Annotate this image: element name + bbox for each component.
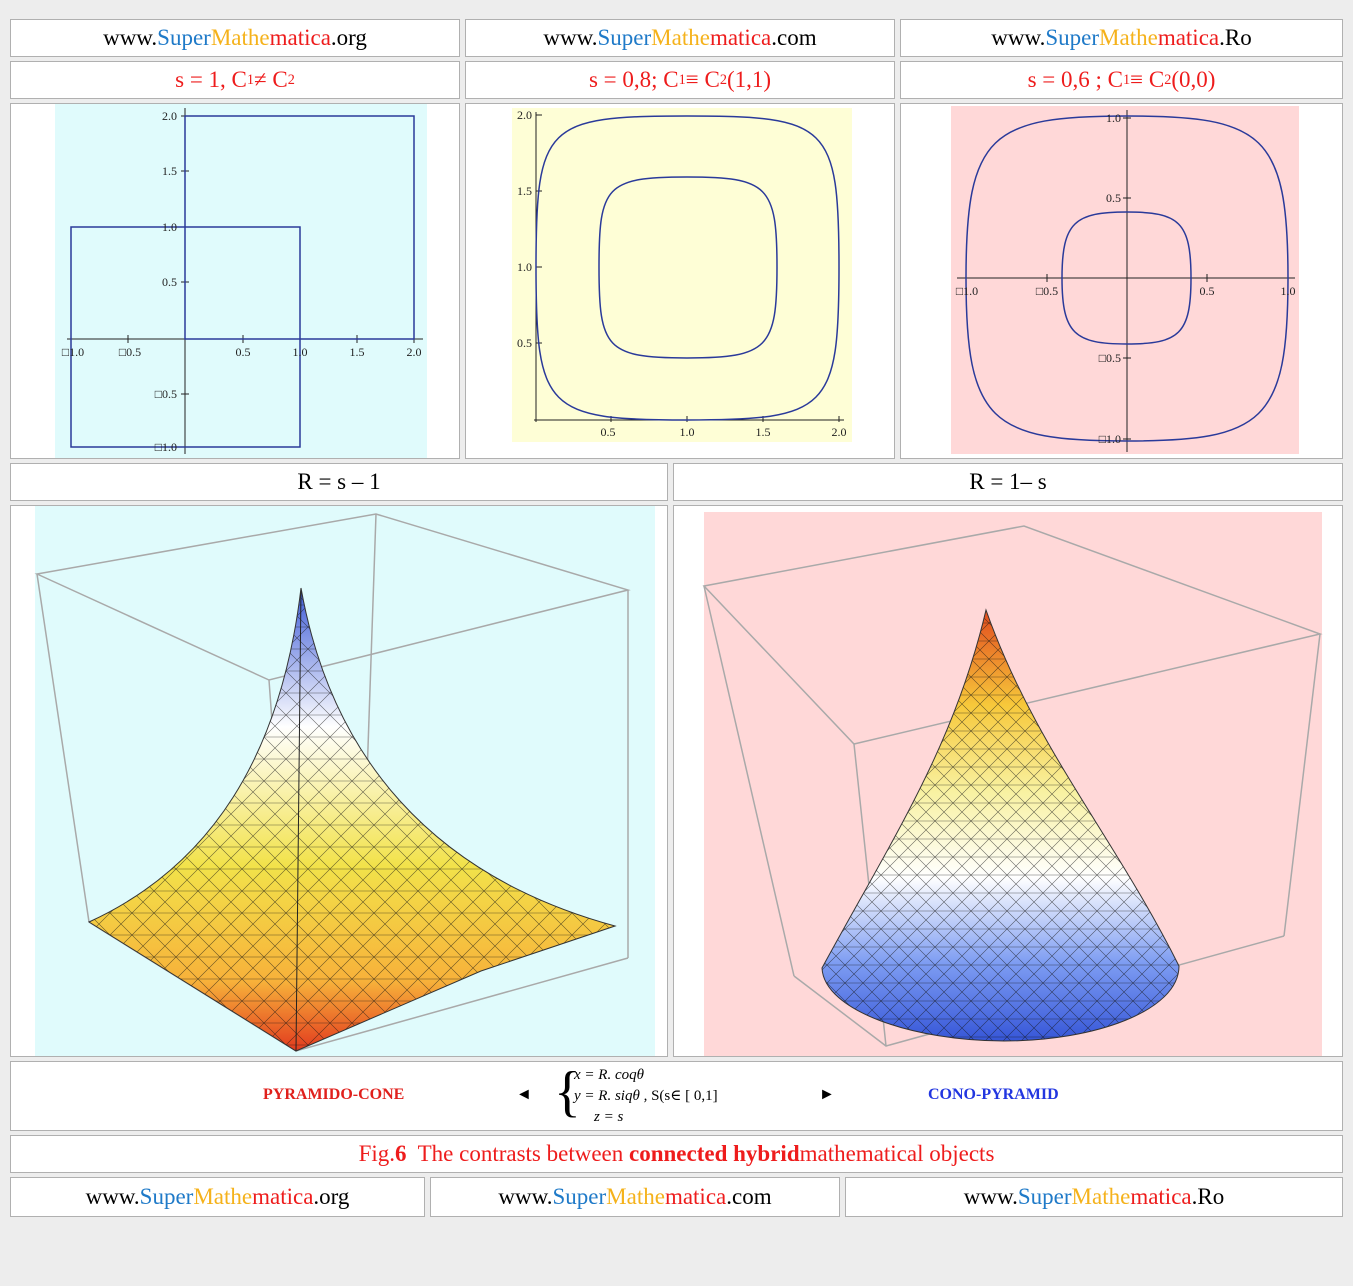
plot-circles: □1.0 □0.5 0.5 1.0 1.0 0.5 □0.5 □1.0 bbox=[951, 106, 1299, 454]
parametric-equations: x = R. coqθ y = R. siqθ , S(s∈ [ 0,1] z … bbox=[574, 1065, 718, 1128]
y-tick: 2.0 bbox=[162, 109, 177, 123]
x-tick: 0.5 bbox=[601, 425, 616, 439]
y-tick: □1.0 bbox=[155, 440, 177, 454]
x-tick: 0.5 bbox=[236, 345, 251, 359]
plot-background bbox=[512, 108, 852, 442]
plot-cell-1: □1.0 □0.5 0.5 1.0 1.5 2.0 2.0 1.5 1.0 0.… bbox=[10, 103, 460, 459]
inner-curve bbox=[598, 176, 778, 359]
outer-curve bbox=[535, 115, 840, 421]
left-arrow-icon: ◄ bbox=[516, 1086, 532, 1103]
x-tick: □0.5 bbox=[119, 345, 141, 359]
right-arrow-icon: ► bbox=[819, 1086, 835, 1103]
y-tick: □0.5 bbox=[155, 387, 177, 401]
website-com-bottom[interactable]: www. Super Mathe matica .com bbox=[430, 1177, 840, 1217]
x-tick: 1.0 bbox=[1281, 284, 1296, 298]
equation-z: z = s bbox=[594, 1109, 624, 1125]
x-tick: □1.0 bbox=[62, 345, 84, 359]
r-label-right: R = 1– s bbox=[673, 463, 1343, 501]
y-tick: 1.5 bbox=[517, 184, 532, 198]
square-c2 bbox=[184, 115, 415, 340]
y-tick: 1.0 bbox=[1106, 111, 1121, 125]
y-tick: □0.5 bbox=[1099, 351, 1121, 365]
plot-cell-3: □1.0 □0.5 0.5 1.0 1.0 0.5 □0.5 □1.0 bbox=[900, 103, 1343, 459]
x-tick: □1.0 bbox=[956, 284, 978, 298]
y-tick: □1.0 bbox=[1099, 432, 1121, 446]
pyramido-cone-label: PYRAMIDO-CONE bbox=[263, 1086, 405, 1103]
website-ro-bottom[interactable]: www. Super Mathe matica .Ro bbox=[845, 1177, 1343, 1217]
cono-pyramid-surface bbox=[702, 512, 1323, 1056]
front-edge bbox=[295, 587, 302, 1052]
x-tick: 1.0 bbox=[293, 345, 308, 359]
plot-superellipse: 0.5 1.0 1.5 2.0 2.0 1.5 1.0 0.5 bbox=[512, 108, 852, 442]
x-tick: 2.0 bbox=[832, 425, 847, 439]
r-label-left: R = s – 1 bbox=[10, 463, 668, 501]
surface-cell-left bbox=[10, 505, 668, 1057]
brace-icon: { bbox=[554, 1061, 581, 1123]
outer-curve bbox=[965, 115, 1289, 442]
y-tick: 0.5 bbox=[162, 275, 177, 289]
x-tick: 1.0 bbox=[680, 425, 695, 439]
y-tick: 0.5 bbox=[1106, 191, 1121, 205]
y-tick: 1.5 bbox=[162, 164, 177, 178]
x-tick: 0.5 bbox=[1200, 284, 1215, 298]
website-ro-top[interactable]: www. Super Mathe matica .Ro bbox=[900, 19, 1343, 57]
equation-y: y = R. siqθ , S(s∈ [ 0,1] bbox=[574, 1088, 718, 1104]
x-tick: □0.5 bbox=[1036, 284, 1058, 298]
surface-cell-right bbox=[673, 505, 1343, 1057]
website-org-bottom[interactable]: www. Super Mathe matica .org bbox=[10, 1177, 425, 1217]
plot-cell-2: 0.5 1.0 1.5 2.0 2.0 1.5 1.0 0.5 bbox=[465, 103, 895, 459]
website-org-top[interactable]: www. Super Mathe matica .org bbox=[10, 19, 460, 57]
plot-background bbox=[951, 106, 1299, 454]
inner-curve bbox=[1061, 211, 1192, 345]
y-tick: 2.0 bbox=[517, 108, 532, 122]
y-tick: 0.5 bbox=[517, 336, 532, 350]
plot-squares: □1.0 □0.5 0.5 1.0 1.5 2.0 2.0 1.5 1.0 0.… bbox=[55, 104, 427, 458]
x-tick: 1.5 bbox=[350, 345, 365, 359]
cono-pyramid-label: CONO-PYRAMID bbox=[928, 1086, 1059, 1103]
y-tick: 1.0 bbox=[517, 260, 532, 274]
y-tick: 1.0 bbox=[162, 220, 177, 234]
pyramido-cone-surface bbox=[34, 506, 655, 1056]
figure-caption: Fig. 6 The contrasts between connected hy… bbox=[10, 1135, 1343, 1173]
plot-background bbox=[55, 104, 427, 458]
website-com-top[interactable]: www. Super Mathe matica .com bbox=[465, 19, 895, 57]
x-tick: 1.5 bbox=[756, 425, 771, 439]
formula-row: PYRAMIDO-CONE ◄ { x = R. coqθ y = R. siq… bbox=[10, 1061, 1343, 1131]
equation-x: x = R. coqθ bbox=[574, 1067, 644, 1083]
x-tick: 2.0 bbox=[407, 345, 422, 359]
